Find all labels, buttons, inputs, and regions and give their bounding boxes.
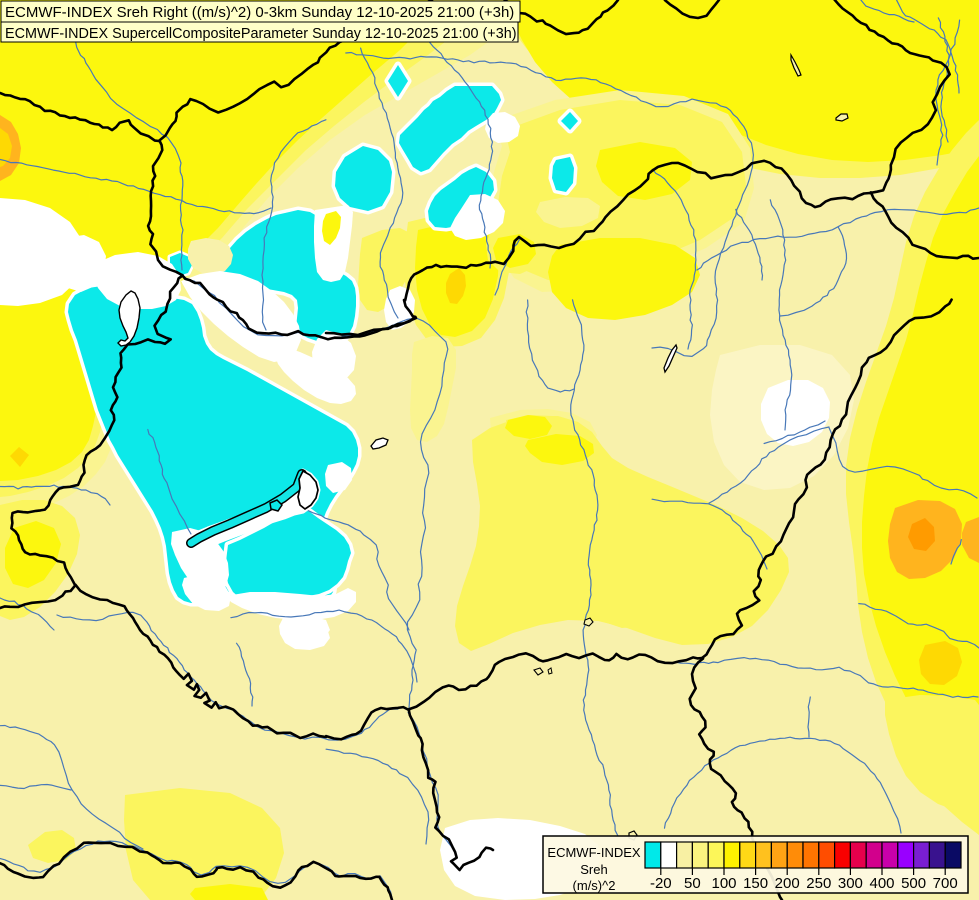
svg-text:ECMWF-INDEX Sreh Right ((m/s)^: ECMWF-INDEX Sreh Right ((m/s)^2) 0-3km S…	[5, 4, 514, 21]
svg-text:500: 500	[901, 875, 926, 892]
svg-text:700: 700	[933, 875, 958, 892]
svg-text:400: 400	[869, 875, 894, 892]
svg-text:100: 100	[711, 875, 736, 892]
svg-text:250: 250	[806, 875, 831, 892]
svg-text:-20: -20	[650, 875, 672, 892]
svg-text:50: 50	[684, 875, 701, 892]
svg-text:(m/s)^2: (m/s)^2	[573, 878, 616, 893]
svg-text:150: 150	[743, 875, 768, 892]
svg-text:ECMWF-INDEX: ECMWF-INDEX	[547, 845, 640, 860]
svg-text:200: 200	[775, 875, 800, 892]
svg-text:ECMWF-INDEX SupercellComposite: ECMWF-INDEX SupercellCompositeParameter …	[5, 26, 517, 42]
svg-text:300: 300	[838, 875, 863, 892]
svg-text:Sreh: Sreh	[580, 862, 607, 877]
